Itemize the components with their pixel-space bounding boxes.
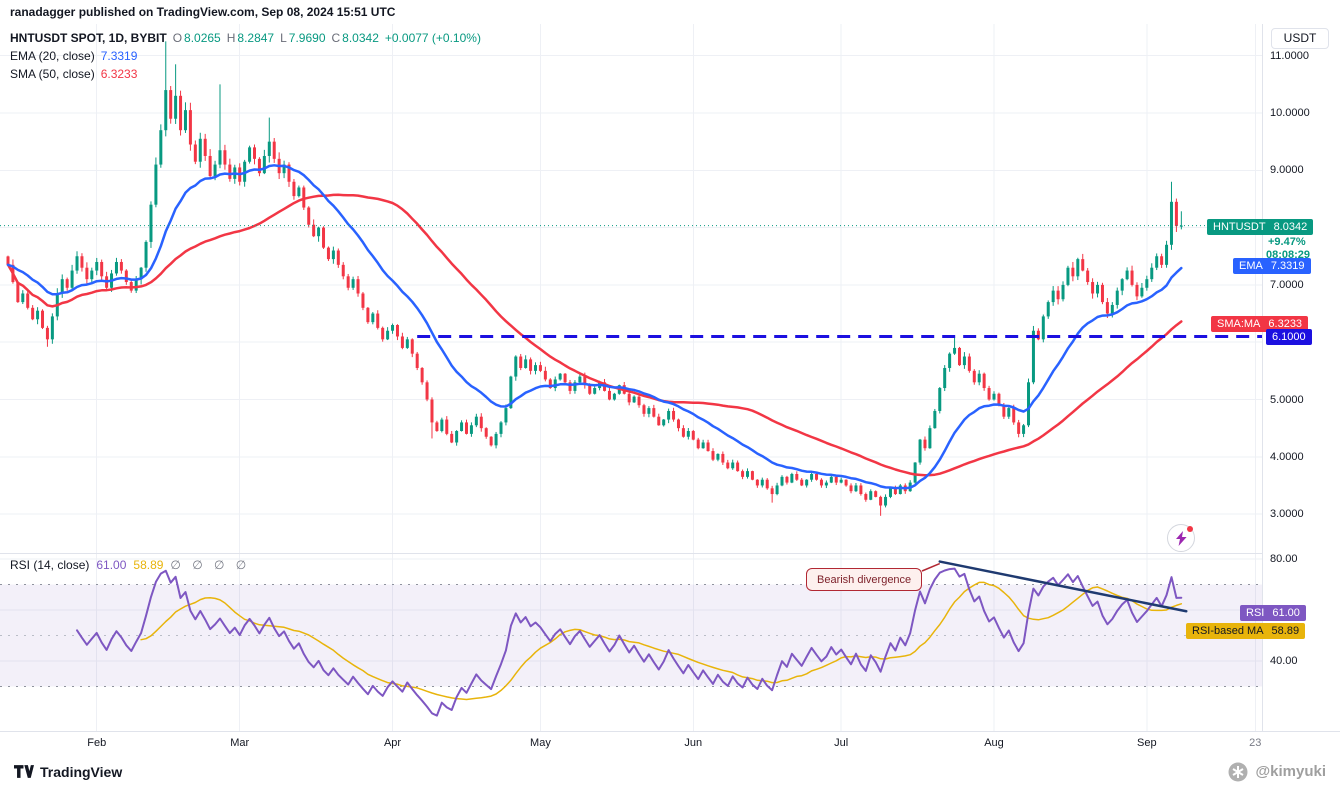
lightning-mode-button[interactable] <box>1167 524 1195 552</box>
sma-badge-value: 6.3233 <box>1268 318 1303 330</box>
rsi-value: 61.00 <box>96 558 127 572</box>
notification-dot <box>1187 526 1193 532</box>
tradingview-logo-text: TradingView <box>40 763 123 780</box>
rsi-ma-badge-value: 58.89 <box>1271 625 1300 637</box>
last-price-symbol: HNTUSDT <box>1213 221 1266 233</box>
time-tick-Jul: Jul <box>834 737 849 749</box>
time-tick-Mar: Mar <box>230 737 250 749</box>
sma-badge-label: SMA:MA <box>1217 318 1261 330</box>
price-gridlines <box>0 24 1262 553</box>
time-axis[interactable]: Feb Mar Apr May Jun Jul Aug Sep 23 <box>0 731 1340 755</box>
rsi-tick-label: 80.00 <box>1270 553 1298 565</box>
low-value: 7.9690 <box>288 31 326 45</box>
rsi-ma-badge-label: RSI-based MA <box>1192 625 1264 637</box>
sma-price-badge: SMA:MA 6.3233 <box>1211 316 1309 332</box>
change-percent-label: +9.47% <box>1268 236 1306 248</box>
time-tick-23: 23 <box>1249 737 1262 749</box>
time-tick-Apr: Apr <box>383 737 402 749</box>
rsi-badge: RSI 61.00 <box>1240 605 1306 621</box>
ema-price-badge: EMA 7.3319 <box>1233 258 1311 274</box>
price-tick-label: 11.0000 <box>1270 49 1309 62</box>
callout-pointer <box>921 562 941 572</box>
price-tick-label: 7.0000 <box>1270 278 1304 291</box>
sma-value: 6.3233 <box>100 67 138 81</box>
change-value: +0.0077 (+0.10%) <box>384 31 481 45</box>
time-tick-May: May <box>530 737 551 749</box>
ema-value: 7.3319 <box>100 49 138 63</box>
sma-50-line <box>6 193 1183 477</box>
pane-separator[interactable] <box>0 553 1262 554</box>
time-tick-Aug: Aug <box>984 737 1004 749</box>
bearish-divergence-label[interactable]: Bearish divergence <box>806 568 923 591</box>
last-price-badge: HNTUSDT 8.0342 <box>1207 219 1314 235</box>
rsi-hidden-plots: ∅ ∅ ∅ ∅ <box>170 558 251 572</box>
ema-label[interactable]: EMA (20, close) <box>10 49 95 63</box>
ema-badge-label: EMA <box>1239 260 1263 272</box>
currency-toggle-button[interactable]: USDT <box>1271 28 1329 49</box>
last-price-value: 8.0342 <box>1273 221 1308 233</box>
price-tick-label: 5.0000 <box>1270 393 1304 406</box>
rsi-ma-badge: RSI-based MA 58.89 <box>1186 623 1306 639</box>
price-tick-label: 10.0000 <box>1270 107 1310 119</box>
time-tick-Jun: Jun <box>684 737 703 749</box>
watermark-star-icon <box>1228 762 1247 781</box>
tradingview-logo-icon <box>14 765 34 778</box>
rsi-line <box>76 567 1183 717</box>
ema-20-line <box>6 164 1183 490</box>
symbol-legend-row[interactable]: HNTUSDT SPOT, 1D, BYBIT O 8.0265 H 8.284… <box>10 29 481 47</box>
lightning-icon <box>1175 530 1187 546</box>
sma-legend-row[interactable]: SMA (50, close) 6.3233 <box>10 65 481 83</box>
high-label: H <box>226 31 236 45</box>
horizontal-line-badge: 6.1000 <box>1266 329 1312 345</box>
low-label: L <box>280 31 287 45</box>
rsi-ma-value: 58.89 <box>133 558 164 572</box>
close-label: C <box>331 31 341 45</box>
horizontal-line-value: 6.1000 <box>1272 331 1306 343</box>
time-tick-Sep: Sep <box>1137 737 1157 749</box>
price-tick-label: 9.0000 <box>1270 164 1304 177</box>
watermark-handle: @kimyuki <box>1255 763 1327 780</box>
ema-legend-row[interactable]: EMA (20, close) 7.3319 <box>10 47 481 65</box>
rsi-gridlines <box>0 553 1262 731</box>
publish-info: ranadagger published on TradingView.com,… <box>0 0 1340 24</box>
time-tick-Feb: Feb <box>87 737 107 749</box>
rsi-title[interactable]: RSI (14, close) <box>10 558 90 572</box>
ema-badge-value: 7.3319 <box>1270 260 1305 272</box>
tradingview-logo[interactable]: TradingView <box>14 764 122 780</box>
rsi-badge-value: 61.00 <box>1272 607 1300 619</box>
price-tick-label: 4.0000 <box>1270 450 1304 463</box>
open-label: O <box>172 31 183 45</box>
open-value: 8.0265 <box>184 31 221 45</box>
close-value: 8.0342 <box>342 31 379 45</box>
rsi-based-ma-line <box>140 581 1183 701</box>
rsi-pane[interactable] <box>0 553 1262 731</box>
rsi-band <box>0 584 1262 687</box>
rsi-tick-label: 40.00 <box>1270 655 1298 667</box>
sma-label[interactable]: SMA (50, close) <box>10 67 95 81</box>
high-value: 8.2847 <box>237 31 275 45</box>
rsi-legend: RSI (14, close) 61.00 58.89 ∅ ∅ ∅ ∅ <box>10 558 250 572</box>
symbol-title[interactable]: HNTUSDT SPOT, 1D, BYBIT <box>10 31 167 45</box>
rsi-badge-label: RSI <box>1246 607 1265 619</box>
footer: TradingView @kimyuki <box>0 755 1340 788</box>
divergence-trendline-drawing[interactable] <box>938 560 1188 613</box>
price-pane[interactable] <box>0 24 1262 553</box>
price-tick-label: 3.0000 <box>1270 508 1304 521</box>
candles <box>6 41 1183 516</box>
main-legend: HNTUSDT SPOT, 1D, BYBIT O 8.0265 H 8.284… <box>10 29 481 83</box>
watermark: @kimyuki <box>1228 762 1327 782</box>
